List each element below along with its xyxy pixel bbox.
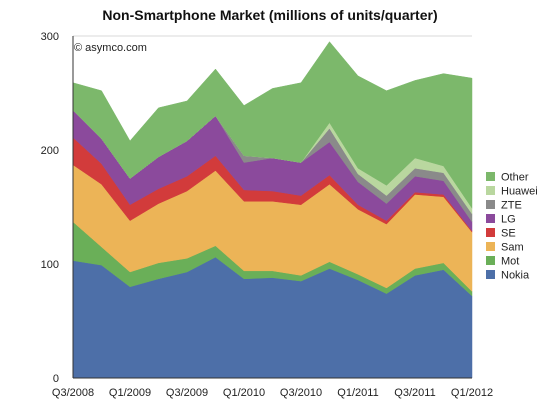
legend-label-other: Other	[501, 172, 529, 184]
legend-label-nokia: Nokia	[501, 270, 530, 282]
legend-label-sam: Sam	[501, 242, 524, 254]
legend-swatch-huawei	[486, 186, 495, 195]
axes	[72, 36, 472, 379]
y-tick-label-0: 0	[53, 373, 59, 385]
x-tick-label-q1-2009: Q1/2009	[109, 387, 151, 399]
plot-areas	[72, 41, 473, 379]
legend-label-zte: ZTE	[501, 200, 522, 212]
legend-swatch-sam	[486, 242, 495, 251]
area-other	[72, 41, 473, 209]
y-tick-label-200: 200	[41, 145, 59, 157]
legend-label-lg: LG	[501, 214, 516, 226]
legend-swatch-nokia	[486, 270, 495, 279]
x-tick-label-q3-2010: Q3/2010	[280, 387, 322, 399]
y-tick-labels: 0 100 200 300	[41, 31, 59, 385]
legend-swatch-zte	[486, 200, 495, 209]
chart-title: Non-Smartphone Market (millions of units…	[102, 7, 437, 23]
credit-text: © asymco.com	[74, 42, 147, 54]
x-tick-label-q1-2010: Q1/2010	[223, 387, 265, 399]
legend-label-se: SE	[501, 228, 516, 240]
legend-label-huawei: Huawei	[501, 186, 538, 198]
x-tick-label-q1-2012: Q1/2012	[451, 387, 493, 399]
x-tick-labels: Q3/2008 Q1/2009 Q3/2009 Q1/2010 Q3/2010 Q1/20…	[52, 387, 493, 399]
legend-swatch-se	[486, 228, 495, 237]
x-tick-label-q1-2011: Q1/2011	[337, 387, 378, 399]
legend: Other Huawei ZTE LG SE Sam Mot Nokia	[486, 172, 538, 282]
x-tick-label-q3-2011: Q3/2011	[394, 387, 435, 399]
legend-swatch-lg	[486, 214, 495, 223]
y-tick-label-100: 100	[41, 259, 59, 271]
x-tick-label-q3-2009: Q3/2009	[166, 387, 208, 399]
legend-label-mot: Mot	[501, 256, 519, 268]
y-tick-label-300: 300	[41, 31, 59, 43]
legend-swatch-other	[486, 172, 495, 181]
x-tick-label-q3-2008: Q3/2008	[52, 387, 94, 399]
legend-swatch-mot	[486, 256, 495, 265]
